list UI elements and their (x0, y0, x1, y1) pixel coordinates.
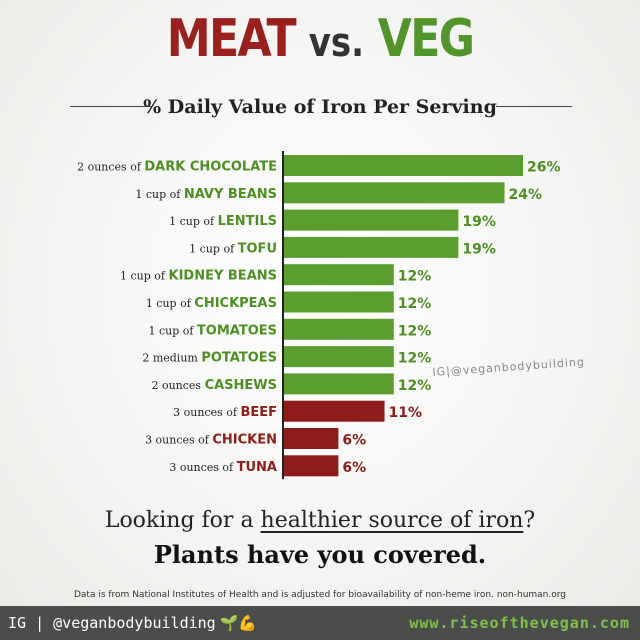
chart-subtitle: % Daily Value of Iron Per Serving (143, 96, 497, 118)
category-qty: 1 cup of (146, 297, 194, 310)
category-qty: 1 cup of (135, 188, 183, 201)
category-label: 1 cup of CHICKPEAS (146, 296, 277, 311)
tagline-question: Looking for a healthier source of iron? (0, 508, 640, 533)
category-food: POTATOES (201, 351, 277, 366)
category-label: 1 cup of TOFU (189, 241, 277, 256)
category-label: 1 cup of TOMATOES (148, 323, 277, 338)
bar-tomatoes (283, 318, 394, 340)
tagline-after: ? (523, 508, 536, 533)
category-qty: 3 ounces of (173, 406, 240, 419)
bar-tuna (283, 455, 339, 477)
category-food: KIDNEY BEANS (169, 269, 278, 284)
bar-lentils (283, 209, 459, 231)
subtitle-rule-left (70, 106, 152, 107)
data-label: 24% (509, 187, 543, 203)
data-label: 12% (398, 296, 432, 312)
bar-chicken (283, 428, 339, 449)
category-food: CHICKEN (212, 433, 277, 448)
category-qty: 2 medium (142, 352, 201, 365)
footer-bar: IG | @veganbodybuilding 🌱💪 www.riseofthev… (0, 606, 640, 640)
category-food: BEEF (240, 405, 277, 420)
category-qty: 2 ounces of (77, 161, 144, 174)
category-label: 3 ounces of BEEF (173, 405, 277, 420)
category-food: CHICKPEAS (194, 296, 277, 311)
bar-chickpeas (283, 291, 394, 313)
data-label: 19% (462, 241, 496, 257)
data-label: 12% (398, 351, 432, 367)
data-label: 6% (342, 460, 366, 476)
category-qty: 1 cup of (120, 270, 168, 283)
category-qty: 3 ounces of (145, 434, 212, 447)
data-label: 6% (342, 433, 366, 449)
category-label: 1 cup of KIDNEY BEANS (120, 269, 277, 284)
footer-website-link[interactable]: www.riseofthevegan.com (409, 614, 630, 632)
category-qty: 1 cup of (189, 242, 237, 255)
category-label: 2 medium POTATOES (142, 351, 277, 366)
bar-navy-beans (283, 182, 505, 204)
category-label: 2 ounces CASHEWS (151, 378, 277, 393)
bar-cashews (283, 373, 394, 395)
category-food: LENTILS (218, 214, 277, 229)
category-food: TUNA (237, 460, 277, 475)
bar-dark-chocolate (283, 155, 523, 176)
bar-beef (283, 400, 385, 422)
bar-tofu (283, 236, 459, 258)
subtitle-block: % Daily Value of Iron Per Serving (0, 92, 640, 122)
sprout-muscle-icon: 🌱💪 (219, 614, 258, 632)
category-food: TOMATOES (197, 323, 277, 338)
source-note: Data is from National Institutes of Heal… (73, 590, 567, 600)
title-veg: VEG (377, 9, 475, 69)
category-label: 3 ounces of TUNA (169, 460, 277, 475)
data-label: 11% (389, 405, 423, 421)
category-label: 1 cup of NAVY BEANS (135, 187, 277, 202)
category-qty: 2 ounces (151, 379, 204, 392)
data-label: 19% (462, 214, 496, 230)
data-label: 12% (398, 269, 432, 285)
category-food: TOFU (238, 241, 277, 256)
data-label: 12% (398, 378, 432, 394)
category-label: 1 cup of LENTILS (169, 214, 277, 229)
title-meat: MEAT (166, 9, 297, 69)
category-qty: 1 cup of (148, 324, 196, 337)
category-food: DARK CHOCOLATE (144, 160, 277, 175)
category-food: NAVY BEANS (184, 187, 277, 202)
chart-title: MEAT vs. VEG (48, 4, 592, 78)
title-vs: vs. (308, 20, 365, 66)
category-qty: 1 cup of (169, 215, 217, 228)
tagline-before: Looking for a (104, 508, 261, 533)
category-qty: 3 ounces of (169, 461, 236, 474)
category-label: 2 ounces of DARK CHOCOLATE (77, 160, 277, 175)
subtitle-rule-right (496, 106, 572, 107)
category-food: CASHEWS (205, 378, 277, 393)
category-label: 3 ounces of CHICKEN (145, 433, 277, 448)
tagline-underlined: healthier source of iron (260, 508, 524, 533)
data-label: 26% (527, 160, 561, 176)
data-label: 12% (398, 323, 432, 339)
tagline-answer: Plants have you covered. (153, 540, 487, 569)
bar-potatoes (283, 346, 394, 368)
bar-kidney-beans (283, 264, 394, 286)
footer-handle[interactable]: IG | @veganbodybuilding (8, 614, 216, 632)
